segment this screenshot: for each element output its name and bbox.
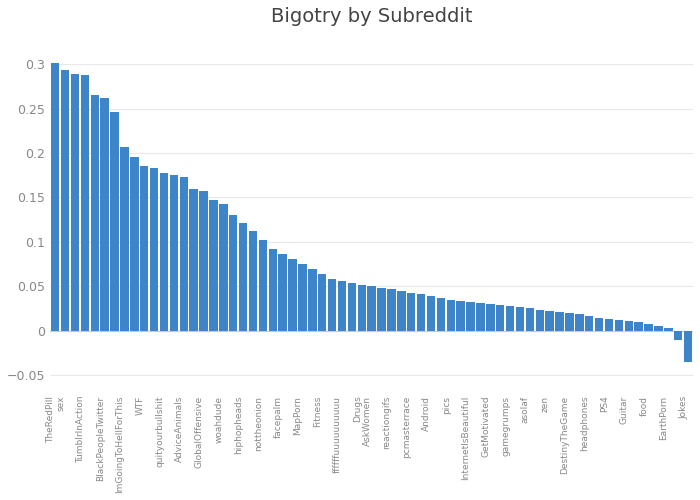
Bar [585, 316, 594, 330]
Bar [160, 172, 168, 330]
Bar [486, 304, 494, 330]
Bar [536, 310, 544, 330]
Bar [120, 147, 129, 330]
Bar [318, 274, 326, 330]
Bar [190, 190, 198, 330]
Bar [199, 191, 208, 330]
Bar [298, 264, 307, 330]
Bar [387, 290, 395, 331]
Bar [654, 326, 663, 330]
Bar [634, 322, 643, 330]
Bar [259, 240, 267, 330]
Bar [51, 64, 60, 330]
Bar [180, 177, 188, 330]
Bar [427, 296, 435, 330]
Bar [239, 223, 247, 330]
Bar [456, 300, 465, 330]
Bar [516, 308, 524, 330]
Bar [555, 312, 564, 330]
Bar [605, 319, 613, 330]
Bar [229, 215, 237, 330]
Bar [288, 259, 297, 330]
Bar [674, 330, 682, 340]
Bar [269, 249, 277, 330]
Bar [61, 70, 69, 330]
Bar [130, 156, 139, 330]
Bar [219, 204, 228, 330]
Bar [377, 288, 386, 331]
Bar [80, 75, 89, 330]
Bar [664, 328, 673, 330]
Bar [90, 96, 99, 330]
Bar [338, 281, 346, 330]
Bar [437, 298, 445, 330]
Bar [417, 294, 426, 330]
Bar [575, 314, 584, 330]
Bar [348, 282, 356, 331]
Bar [476, 303, 484, 330]
Bar [545, 310, 554, 330]
Bar [645, 324, 653, 330]
Bar [407, 292, 415, 331]
Bar [368, 286, 376, 331]
Bar [308, 269, 316, 330]
Bar [328, 279, 336, 330]
Bar [150, 168, 158, 330]
Bar [506, 306, 514, 330]
Bar [526, 308, 534, 330]
Bar [466, 302, 475, 330]
Bar [279, 254, 287, 330]
Bar [624, 322, 633, 330]
Bar [140, 166, 148, 330]
Bar [615, 320, 623, 330]
Bar [595, 318, 603, 330]
Bar [565, 313, 574, 330]
Title: Bigotry by Subreddit: Bigotry by Subreddit [271, 7, 473, 26]
Bar [684, 330, 692, 362]
Bar [358, 284, 366, 331]
Bar [397, 291, 405, 331]
Bar [209, 200, 218, 330]
Bar [111, 112, 119, 330]
Bar [248, 231, 257, 330]
Bar [169, 175, 178, 330]
Bar [101, 98, 109, 330]
Bar [496, 305, 505, 330]
Bar [447, 300, 455, 330]
Bar [71, 74, 79, 330]
